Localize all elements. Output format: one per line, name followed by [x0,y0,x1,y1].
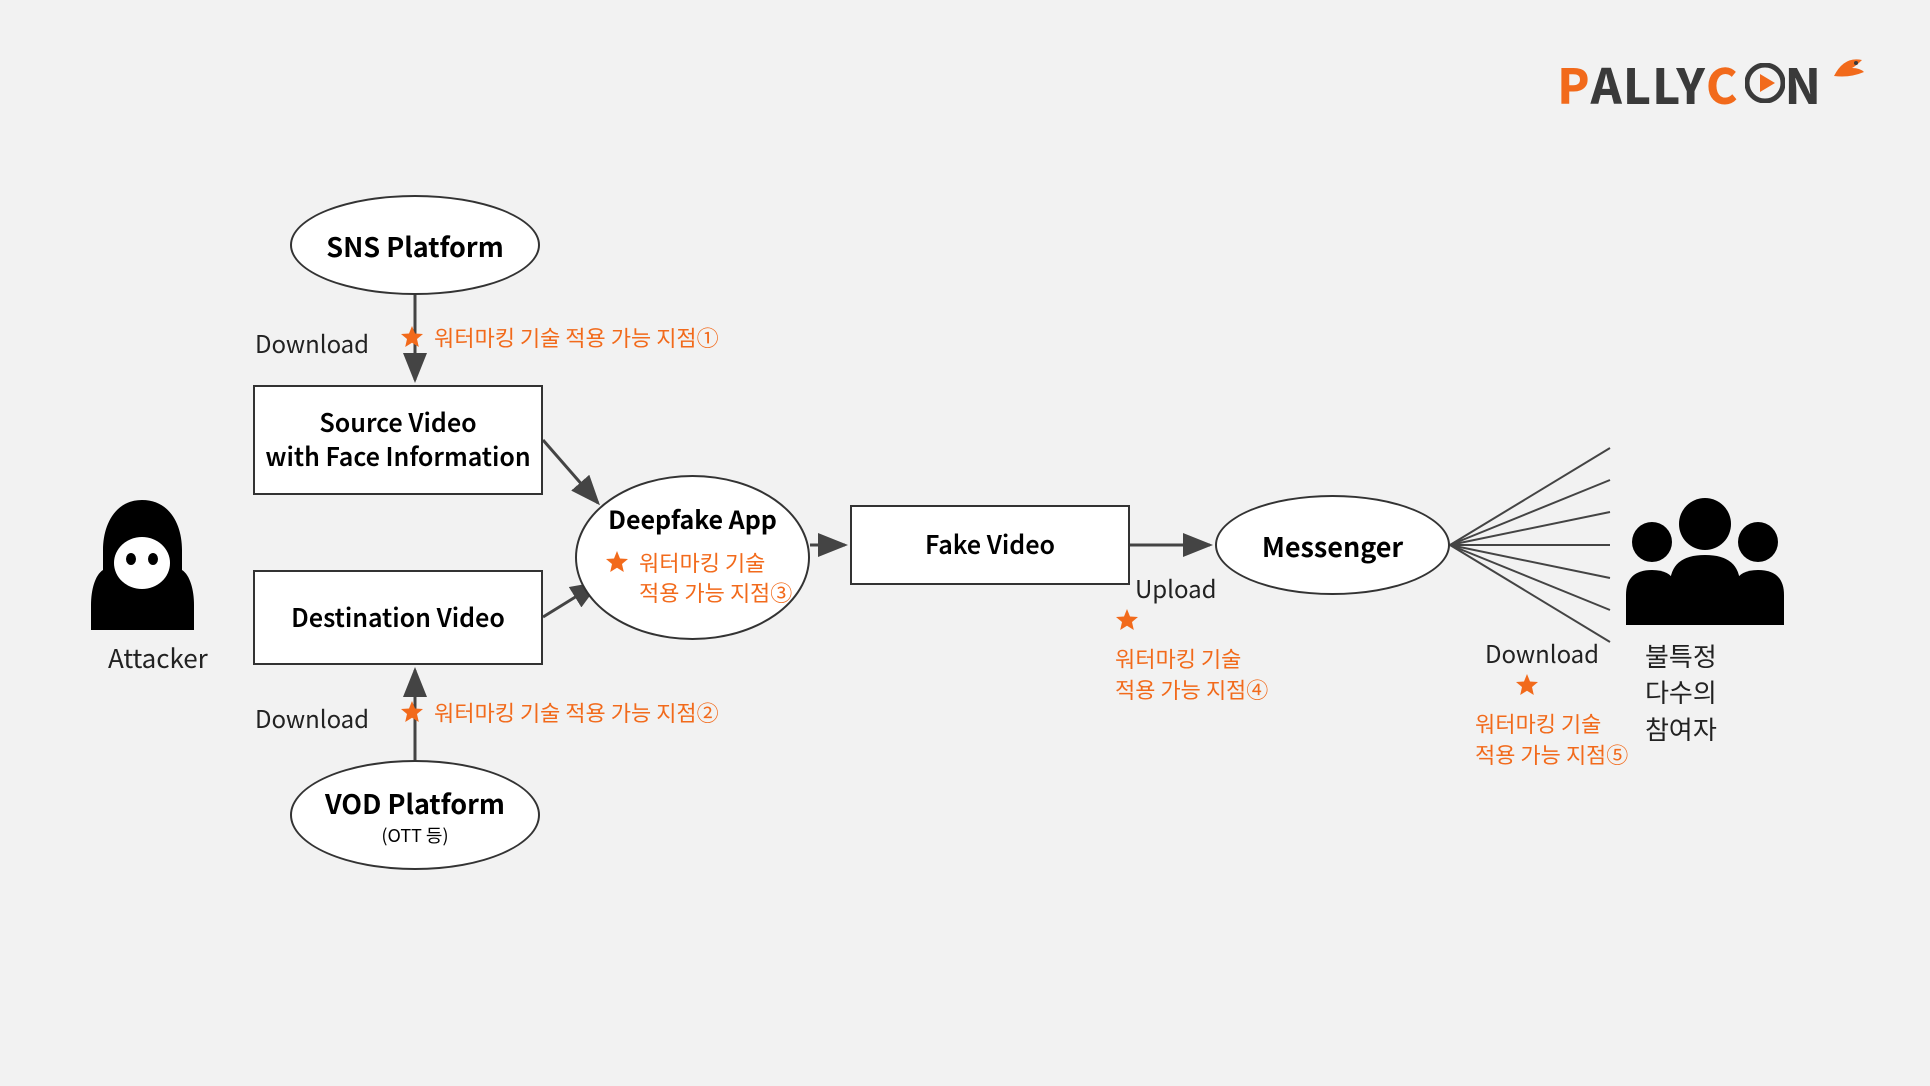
wm3-l2: 적용 가능 지점③ [639,576,792,608]
wm5-l1: 워터마킹 기술 [1475,707,1601,739]
star-icon [400,700,424,724]
wm3-l1: 워터마킹 기술 [639,546,765,578]
node-src-l2: with Face Information [265,440,530,474]
star-icon [1115,608,1139,632]
node-fake-video: Fake Video [850,505,1130,585]
node-src-l1: Source Video [319,406,476,440]
brand-logo: PALLYCN [1557,48,1870,118]
node-destination-video: Destination Video [253,570,543,665]
watermark-point-2: 워터마킹 기술 적용 가능 지점② [400,698,719,728]
logo-n: N [1785,48,1822,118]
node-deepfake-label: Deepfake App [608,501,777,537]
wm4-l1: 워터마킹 기술 [1115,642,1241,674]
wm1-text: 워터마킹 기술 적용 가능 지점① [434,323,719,353]
node-sns-platform: SNS Platform [290,195,540,295]
logo-c: C [1706,48,1739,118]
node-sns-label: SNS Platform [326,226,504,265]
wm2-text: 워터마킹 기술 적용 가능 지점② [434,698,719,728]
star-icon [400,325,424,349]
node-vod-sub: (OTT 등) [381,822,448,848]
audience-l1: 불특정 [1645,637,1717,674]
star-icon [1515,673,1539,697]
node-messenger-label: Messenger [1262,526,1403,565]
node-vod-label: VOD Platform [325,783,505,822]
watermark-point-1: 워터마킹 기술 적용 가능 지점① [400,323,719,353]
node-dst-label: Destination Video [291,601,505,635]
audience-l3: 참여자 [1645,710,1717,747]
label-download-1: Download [255,325,369,360]
audience-l2: 다수의 [1645,673,1717,710]
node-vod-platform: VOD Platform (OTT 등) [290,760,540,870]
logo-ally: ALLY [1591,48,1706,118]
audience-icon [1620,490,1790,630]
wm4-l2: 적용 가능 지점④ [1115,673,1268,705]
wm5-l2: 적용 가능 지점⑤ [1475,738,1628,770]
watermark-point-4: 워터마킹 기술 적용 가능 지점④ [1115,608,1268,704]
label-download-2: Download [255,700,369,735]
attacker-icon [85,495,200,635]
label-upload: Upload [1135,570,1216,605]
logo-p: P [1557,48,1591,118]
logo-bird-icon [1826,46,1870,90]
node-source-video: Source Video with Face Information [253,385,543,495]
star-icon [605,550,629,574]
logo-play-icon [1745,63,1785,103]
watermark-point-3: 워터마킹 기술 적용 가능 지점③ [605,548,792,607]
watermark-point-5: 워터마킹 기술 적용 가능 지점⑤ [1475,673,1628,769]
node-fake-label: Fake Video [925,528,1055,562]
attacker-label: Attacker [108,640,208,676]
audience-label: 불특정 다수의 참여자 [1645,638,1717,747]
label-download-3: Download [1485,635,1599,670]
node-messenger: Messenger [1215,495,1450,595]
